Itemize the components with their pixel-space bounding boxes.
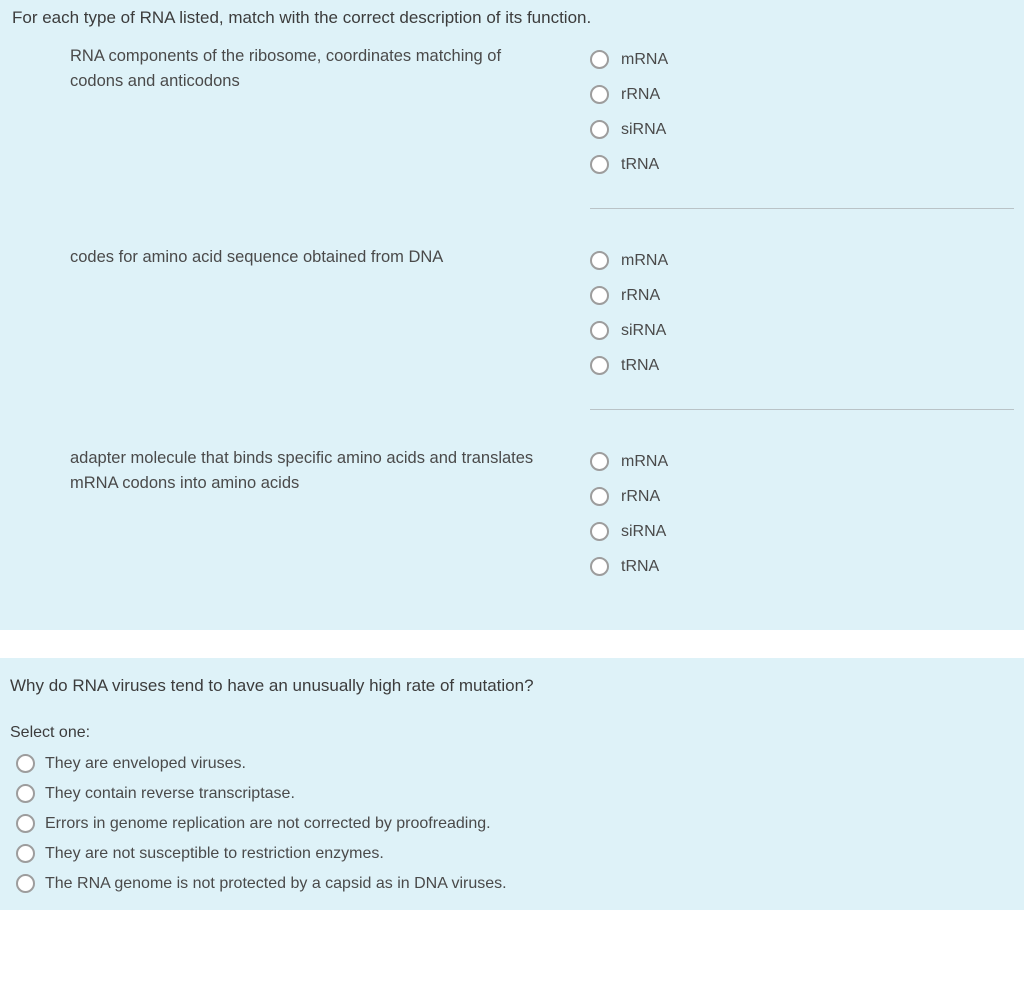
radio-option[interactable]: siRNA [590,114,1014,145]
radio-label: siRNA [621,322,666,340]
radio-icon [16,814,35,833]
radio-icon [590,321,609,340]
radio-option[interactable]: siRNA [590,516,1014,547]
radio-icon [590,286,609,305]
match-description: adapter molecule that binds specific ami… [70,446,550,610]
radio-label: siRNA [621,523,666,541]
radio-icon [590,50,609,69]
radio-label: Errors in genome replication are not cor… [45,815,491,833]
radio-label: They are enveloped viruses. [45,755,246,773]
match-options-group: mRNA rRNA siRNA tRNA [590,245,1014,410]
radio-label: tRNA [621,357,659,375]
radio-icon [16,874,35,893]
question2-options-group: They are enveloped viruses. They contain… [10,750,1014,897]
radio-option[interactable]: siRNA [590,315,1014,346]
radio-label: mRNA [621,252,668,270]
question1-prompt: For each type of RNA listed, match with … [10,8,1014,28]
radio-option[interactable]: tRNA [590,149,1014,180]
match-options-group: mRNA rRNA siRNA tRNA [590,446,1014,610]
radio-icon [590,557,609,576]
radio-icon [590,120,609,139]
radio-icon [590,522,609,541]
radio-option[interactable]: They are enveloped viruses. [16,750,1014,777]
radio-option[interactable]: rRNA [590,79,1014,110]
radio-option[interactable]: mRNA [590,245,1014,276]
question2-prompt: Why do RNA viruses tend to have an unusu… [10,676,1014,696]
radio-option[interactable]: rRNA [590,481,1014,512]
match-row-1: RNA components of the ribosome, coordina… [10,38,1014,239]
radio-option[interactable]: rRNA [590,280,1014,311]
radio-label: tRNA [621,156,659,174]
radio-option[interactable]: tRNA [590,350,1014,381]
radio-label: The RNA genome is not protected by a cap… [45,875,507,893]
radio-icon [16,754,35,773]
question2-block: Why do RNA viruses tend to have an unusu… [0,658,1024,910]
radio-icon [590,155,609,174]
select-one-label: Select one: [10,724,1014,742]
match-row-2: codes for amino acid sequence obtained f… [10,239,1014,440]
match-description: codes for amino acid sequence obtained f… [70,245,550,440]
radio-icon [590,85,609,104]
radio-icon [590,251,609,270]
match-description: RNA components of the ribosome, coordina… [70,44,550,239]
radio-option[interactable]: They are not susceptible to restriction … [16,840,1014,867]
question1-block: For each type of RNA listed, match with … [0,0,1024,630]
radio-option[interactable]: mRNA [590,44,1014,75]
radio-label: siRNA [621,121,666,139]
radio-label: mRNA [621,51,668,69]
radio-icon [590,487,609,506]
radio-label: rRNA [621,287,660,305]
match-row-3: adapter molecule that binds specific ami… [10,440,1014,610]
radio-label: rRNA [621,488,660,506]
radio-label: tRNA [621,558,659,576]
radio-icon [590,356,609,375]
radio-label: They are not susceptible to restriction … [45,845,384,863]
question-divider [0,630,1024,658]
radio-label: mRNA [621,453,668,471]
radio-icon [16,784,35,803]
radio-label: rRNA [621,86,660,104]
radio-label: They contain reverse transcriptase. [45,785,295,803]
radio-option[interactable]: tRNA [590,551,1014,582]
match-options-group: mRNA rRNA siRNA tRNA [590,44,1014,209]
radio-option[interactable]: The RNA genome is not protected by a cap… [16,870,1014,897]
radio-icon [16,844,35,863]
radio-option[interactable]: mRNA [590,446,1014,477]
radio-icon [590,452,609,471]
radio-option[interactable]: They contain reverse transcriptase. [16,780,1014,807]
radio-option[interactable]: Errors in genome replication are not cor… [16,810,1014,837]
